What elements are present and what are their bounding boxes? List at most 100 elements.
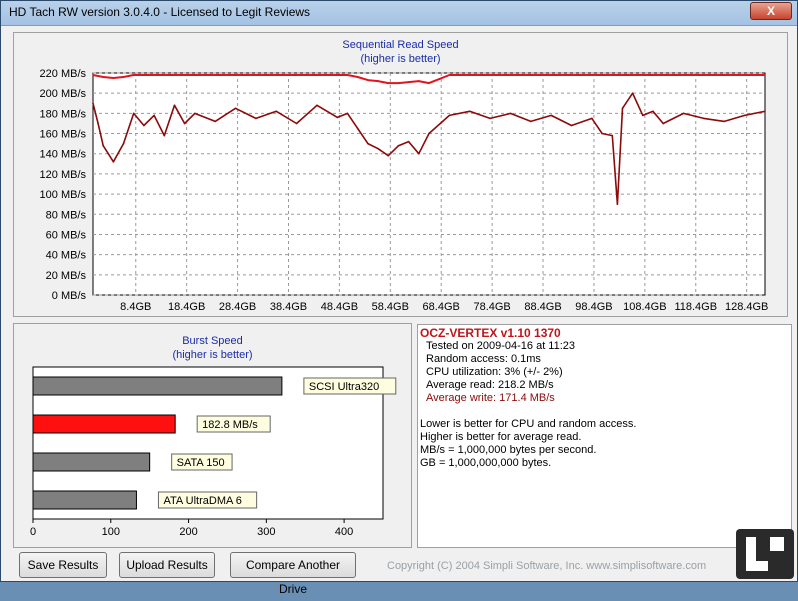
burst-chart: 0 100 200 300 400 SCSI Ultra320 182.8 MB/s SATA… <box>30 366 397 538</box>
close-button[interactable]: X <box>750 2 792 20</box>
seq-plot-area <box>92 72 766 296</box>
burst-bar <box>32 452 151 472</box>
data-point <box>611 134 614 137</box>
data-point <box>102 76 104 78</box>
data-point <box>92 74 94 76</box>
y-tick-label: 0 MB/s <box>52 290 87 302</box>
results-info-panel: OCZ-VERTEX v1.10 1370 Tested on 2009-04-… <box>417 324 792 548</box>
logo-mark-icon <box>746 537 784 571</box>
data-point <box>428 82 430 84</box>
data-point <box>143 124 145 127</box>
y-tick-label: 60 MB/s <box>46 229 87 241</box>
x-tick-label: 48.4GB <box>321 301 358 313</box>
y-tick-label: 160 MB/s <box>40 129 87 141</box>
data-point <box>499 74 502 76</box>
data-point <box>723 120 726 123</box>
data-point <box>163 134 166 137</box>
data-point <box>428 132 430 135</box>
data-point <box>550 114 552 117</box>
burst-bar-label: SATA 150 <box>177 457 225 469</box>
average-read: Average read: 218.2 MB/s <box>426 379 554 391</box>
x-tick-label: 58.4GB <box>372 301 409 313</box>
random-access: Random access: 0.1ms <box>426 353 541 365</box>
burst-x-tick-label: 400 <box>335 526 353 538</box>
data-point <box>631 92 634 94</box>
note-read: Higher is better for average read. <box>420 431 582 443</box>
y-tick-label: 40 MB/s <box>46 250 87 262</box>
burst-bar-label: 182.8 MB/s <box>202 419 258 431</box>
data-point <box>336 116 339 119</box>
data-point <box>601 132 603 135</box>
data-point <box>489 117 491 120</box>
y-tick-label: 180 MB/s <box>40 108 87 120</box>
data-point <box>367 142 369 145</box>
write-series-line <box>92 92 766 205</box>
save-results-button[interactable]: Save Results <box>19 552 107 578</box>
seq-chart-title: Sequential Read Speed <box>342 39 459 51</box>
upload-results-button[interactable]: Upload Results <box>119 552 215 578</box>
data-point <box>107 152 110 155</box>
data-point <box>616 203 619 205</box>
data-point <box>397 82 400 84</box>
data-point <box>591 117 593 120</box>
average-write: Average write: 171.4 MB/s <box>426 392 555 404</box>
data-point <box>448 114 451 117</box>
copyright-text: Copyright (C) 2004 Simpli Software, Inc.… <box>387 560 707 572</box>
y-tick-label: 100 MB/s <box>40 189 87 201</box>
note-cpu: Lower is better for CPU and random acces… <box>420 418 637 430</box>
compare-drive-button[interactable]: Compare Another Drive <box>230 552 356 596</box>
data-point <box>662 122 664 125</box>
x-tick-label: 118.4GB <box>674 301 717 313</box>
data-point <box>244 74 247 76</box>
data-point <box>387 154 390 157</box>
data-point <box>194 112 196 115</box>
burst-bar-label-box <box>171 453 233 471</box>
x-tick-label: 18.4GB <box>168 301 205 313</box>
data-point <box>550 74 552 76</box>
burst-bar-label: SCSI Ultra320 <box>309 381 379 393</box>
data-point <box>194 74 196 76</box>
y-tick-label: 140 MB/s <box>40 149 87 161</box>
data-point <box>703 117 705 120</box>
data-point <box>743 114 746 117</box>
data-point <box>682 112 685 115</box>
note-gb: GB = 1,000,000,000 bytes. <box>420 457 552 469</box>
data-point <box>346 74 349 76</box>
data-point <box>356 76 359 78</box>
data-point <box>295 122 298 125</box>
burst-x-tick-label: 200 <box>179 526 197 538</box>
data-point <box>92 102 94 105</box>
data-point <box>122 142 125 145</box>
data-point <box>570 124 573 127</box>
burst-chart-subtitle: (higher is better) <box>172 349 253 361</box>
read-series-line <box>92 74 765 85</box>
data-point <box>601 74 603 76</box>
tested-on: Tested on 2009-04-16 at 11:23 <box>426 340 576 352</box>
burst-x-tick-label: 0 <box>30 526 36 538</box>
data-point <box>764 74 766 76</box>
burst-bar-label: ATA UltraDMA 6 <box>163 495 241 507</box>
data-point <box>153 114 155 117</box>
data-point <box>407 140 410 143</box>
data-point <box>438 78 440 80</box>
data-point <box>703 74 705 76</box>
y-tick-label: 220 MB/s <box>40 68 87 80</box>
data-point <box>377 80 379 82</box>
y-tick-label: 20 MB/s <box>46 270 87 282</box>
data-point <box>652 110 654 113</box>
title-bar: HD Tach RW version 3.0.4.0 - Licensed to… <box>1 1 797 26</box>
data-point <box>407 81 410 83</box>
y-tick-label: 200 MB/s <box>40 88 87 100</box>
data-point <box>102 144 104 147</box>
seq-read-chart: 0 MB/s 20 MB/s 40 MB/s 60 MB/s 80 MB/s 100 MB… <box>40 68 769 313</box>
burst-bar <box>32 490 137 510</box>
data-point <box>214 120 216 123</box>
data-point <box>132 112 135 115</box>
burst-bar <box>32 414 176 434</box>
burst-chart-title: Burst Speed <box>182 335 243 347</box>
site-logo <box>736 529 794 579</box>
burst-x-tick-label: 300 <box>257 526 275 538</box>
data-point <box>468 110 471 113</box>
x-tick-label: 28.4GB <box>219 301 256 313</box>
cpu-utilization: CPU utilization: 3% (+/- 2%) <box>426 366 563 378</box>
